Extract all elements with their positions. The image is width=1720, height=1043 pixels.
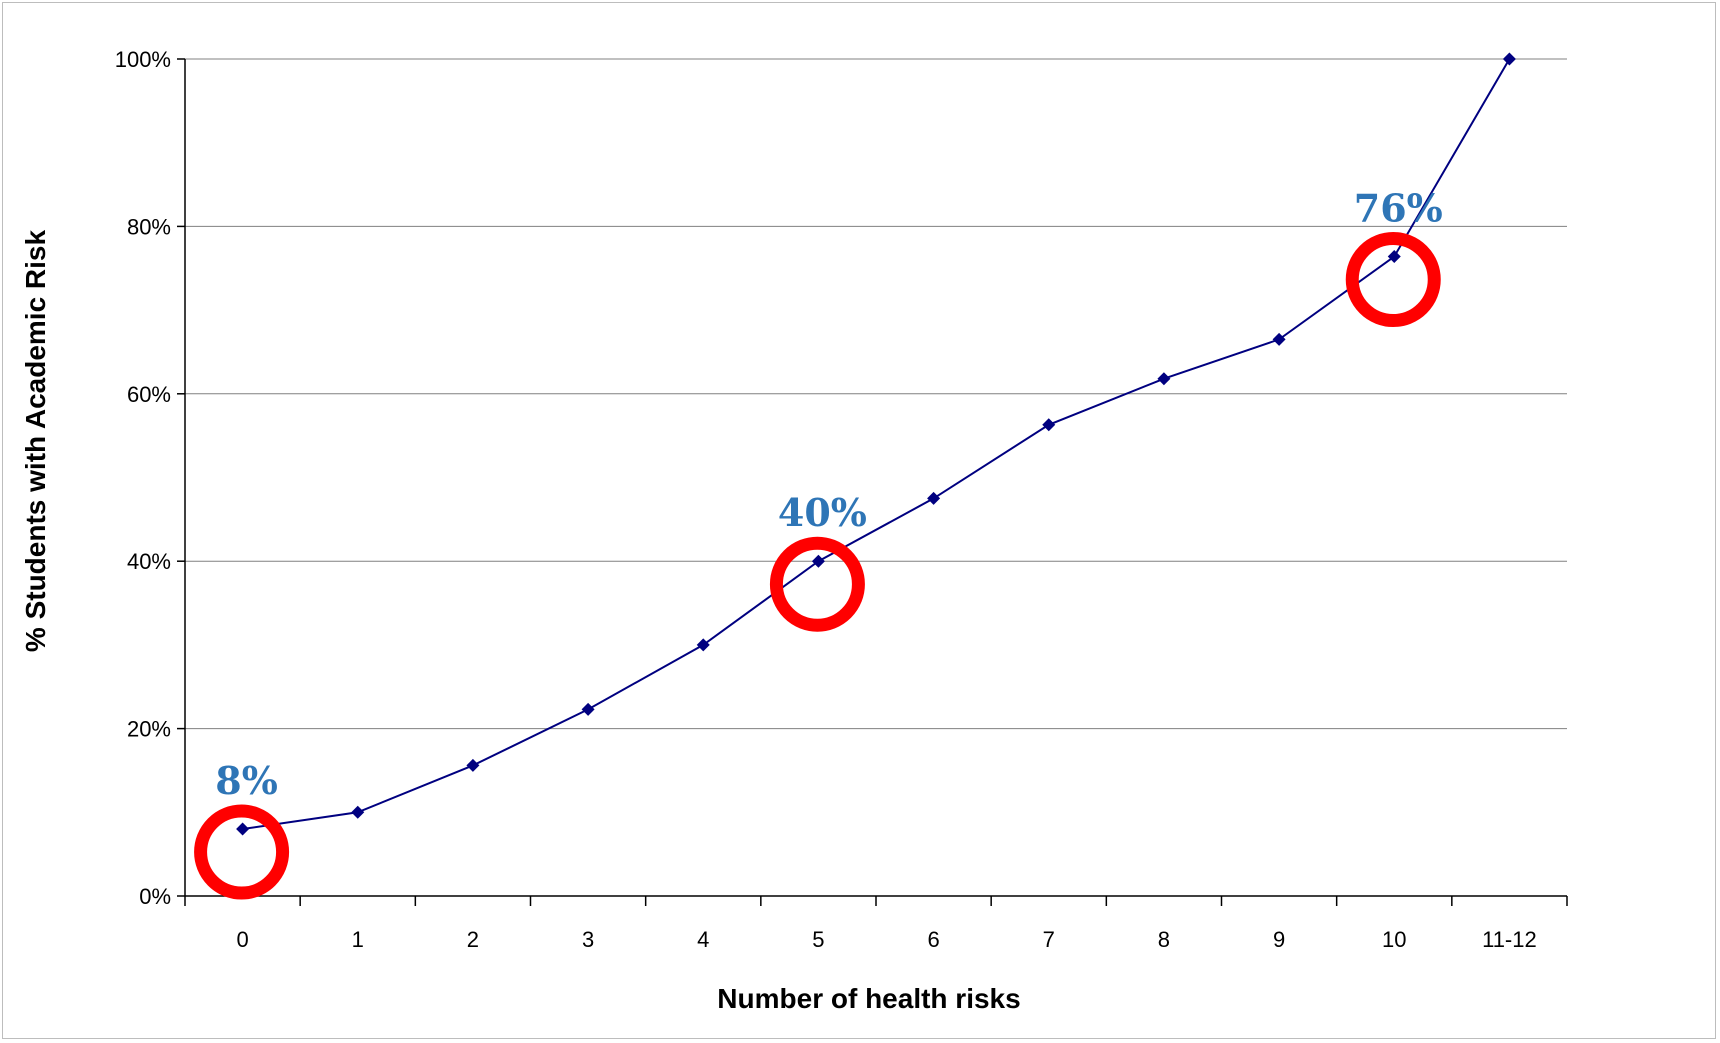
data-point-marker: [1502, 52, 1516, 66]
highlight-circle: [194, 804, 290, 900]
x-tick-label: 11-12: [1482, 927, 1537, 952]
data-point-marker: [1157, 372, 1171, 386]
x-tick-label: 4: [697, 927, 709, 952]
data-point-marker: [1387, 250, 1401, 264]
annotation-label: 40%: [778, 490, 867, 535]
data-point-marker: [236, 822, 250, 836]
data-point-marker: [1272, 332, 1286, 346]
series-line: [242, 58, 1511, 831]
x-tick-label: 7: [1043, 927, 1055, 952]
data-point-marker: [581, 702, 595, 716]
x-tick-label: 1: [352, 927, 364, 952]
highlight-circle: [1345, 232, 1441, 328]
annotations: 8% 40% 76%: [194, 186, 1443, 900]
data-point-marker: [1042, 418, 1056, 432]
axes: 0% 20% 40% 60% 80% 100% 0 1 2 3 4 5 6 7 8 9 10 11-12: [115, 47, 1568, 952]
x-tick-label: 9: [1273, 927, 1285, 952]
highlight-circle: [769, 536, 865, 632]
data-point-marker: [927, 491, 941, 505]
data-point-marker: [696, 638, 710, 652]
x-tick-label: 5: [812, 927, 824, 952]
x-axis-title: Number of health risks: [717, 983, 1020, 1014]
data-point-marker: [811, 554, 825, 568]
gridlines: [185, 58, 1567, 730]
y-axis-title: % Students with Academic Risk: [20, 229, 51, 652]
y-tick-label: 40%: [127, 549, 171, 574]
data-point-marker: [466, 758, 480, 772]
annotation-label: 76%: [1354, 186, 1443, 231]
x-tick-label: 2: [467, 927, 479, 952]
x-tick-label: 0: [236, 927, 248, 952]
y-tick-label: 80%: [127, 214, 171, 239]
y-tick-label: 0%: [139, 884, 171, 909]
x-tick-label: 8: [1158, 927, 1170, 952]
y-tick-label: 60%: [127, 382, 171, 407]
data-point-marker: [351, 805, 365, 819]
data-series: [236, 52, 1516, 836]
y-tick-label: 100%: [115, 47, 171, 72]
y-tick-label: 20%: [127, 717, 171, 742]
x-tick-label: 10: [1382, 927, 1406, 952]
x-tick-label: 6: [927, 927, 939, 952]
annotation-label: 8%: [215, 758, 278, 803]
x-tick-label: 3: [582, 927, 594, 952]
